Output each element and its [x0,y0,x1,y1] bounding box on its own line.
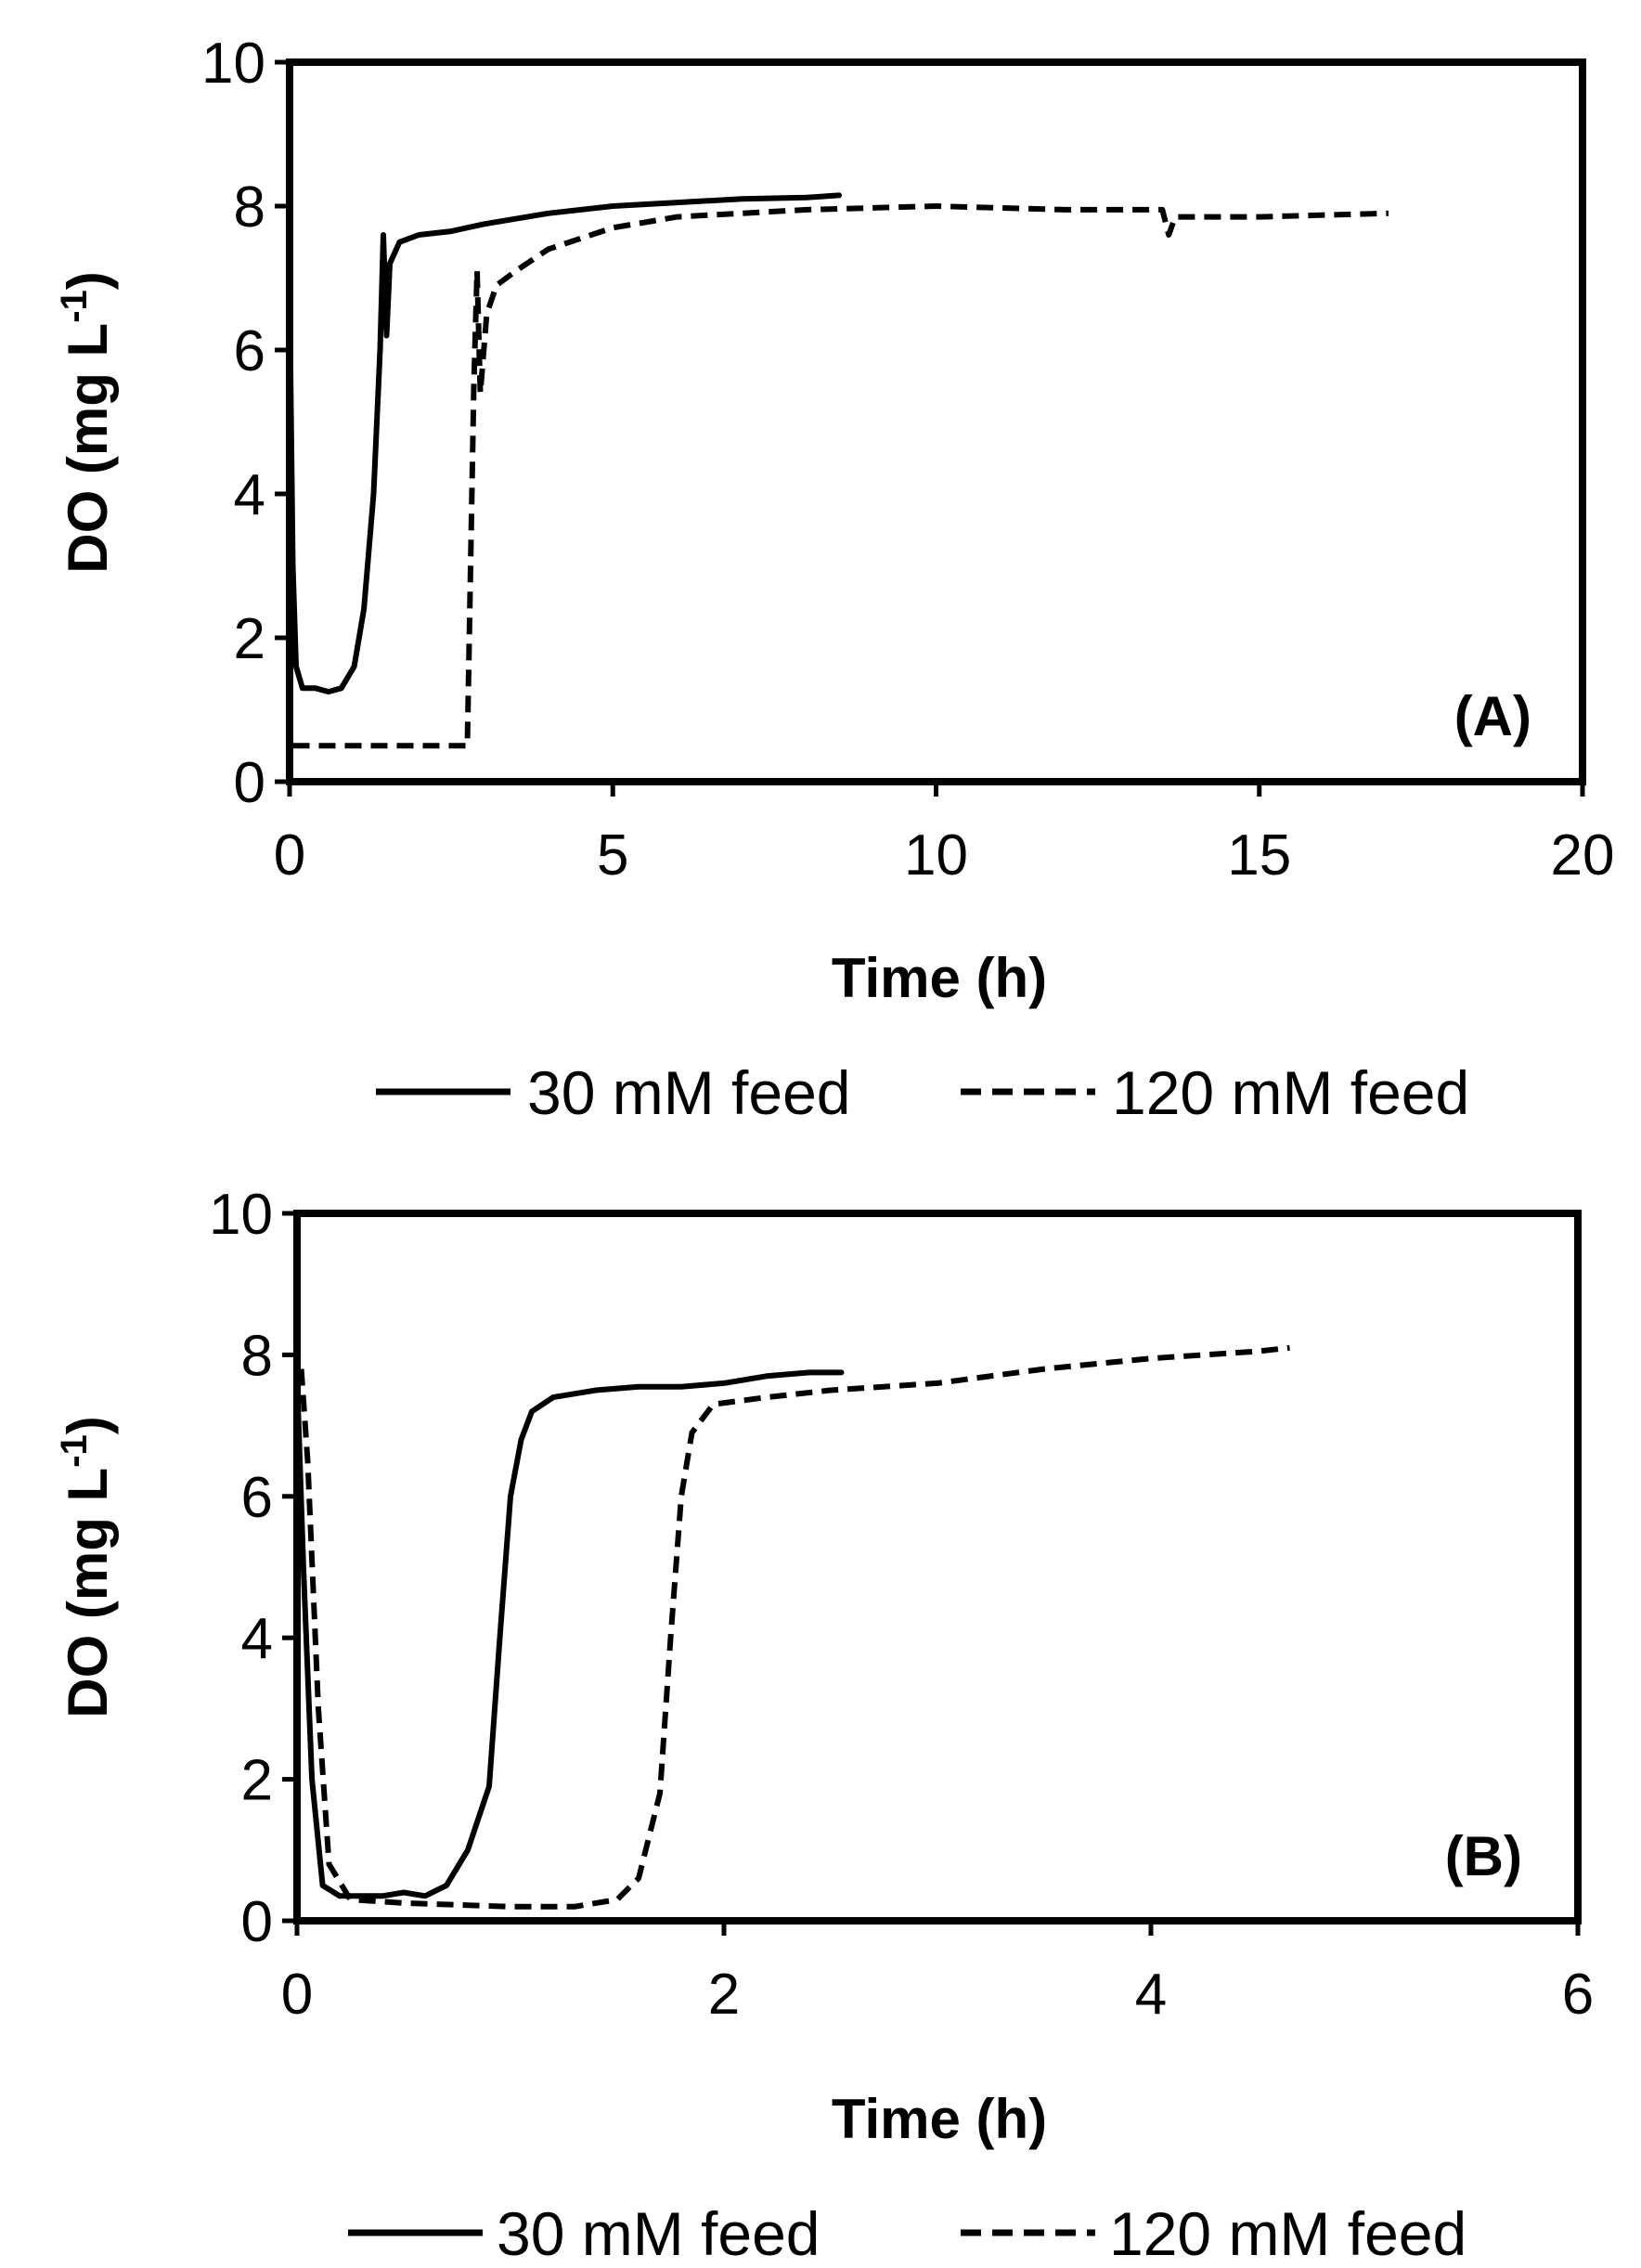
legend: 30 mM feed 120 mM feed [376,1058,1469,1127]
panel-label: (A) [1454,685,1531,747]
y-tick-label: 4 [241,1607,273,1671]
legend-label-30mm: 30 mM feed [527,1058,851,1127]
x-tick-label: 4 [1135,1963,1167,2027]
y-tick-label: 6 [241,1466,273,1530]
legend-label-120mm: 120 mM feed [1109,2199,1467,2268]
x-axis-ticks: 0 5 10 15 20 [274,782,1615,888]
y-tick-label: 6 [234,319,265,383]
x-tick-label: 0 [274,823,305,888]
series-line-120mm-feed [292,203,1389,749]
x-axis-title: Time (h) [832,2088,1047,2150]
series-line-30mm-feed [294,1369,845,1899]
plot-area-frame [286,58,1586,785]
x-tick-label: 20 [1551,823,1615,888]
y-tick-label: 8 [241,1324,273,1388]
series-lines [287,192,1389,749]
x-tick-label: 10 [904,823,968,888]
y-axis-title-superscript: -1 [54,1434,95,1468]
legend-label-120mm: 120 mM feed [1112,1058,1469,1127]
y-tick-label: 4 [234,463,265,527]
chart-panel-a: 0 2 4 6 8 10 0 5 10 15 20 (A) Time (h) DO (mg L-1… [54,32,1614,1127]
y-tick-label: 2 [234,607,265,671]
x-tick-label: 0 [281,1963,313,2027]
panel-label: (B) [1445,1825,1522,1887]
x-axis-ticks: 0 2 4 6 [281,1921,1594,2027]
series-line-120mm-feed [298,1344,1290,1910]
y-axis-ticks: 0 2 4 6 8 10 [209,1183,297,1954]
y-axis-title-main: DO (mg L [57,323,119,574]
y-tick-label: 8 [234,175,265,240]
series-lines [294,1344,1290,1910]
y-axis-ticks: 0 2 4 6 8 10 [201,32,290,815]
chart-panel-b: 0 2 4 6 8 10 0 2 4 6 (B) Time (h) DO (mg L-1) 30… [54,1183,1594,2268]
y-tick-label: 2 [241,1749,273,1813]
x-tick-label: 5 [597,823,628,888]
y-axis-title-close: ) [57,271,119,290]
y-tick-label: 0 [241,1890,273,1954]
y-axis-title-superscript: -1 [54,290,95,323]
y-axis-title: DO (mg L-1) [54,271,119,574]
y-axis-title-main: DO (mg L [57,1468,119,1718]
x-tick-label: 15 [1227,823,1291,888]
y-axis-title-close: ) [57,1416,119,1434]
legend-label-30mm: 30 mM feed [497,2199,820,2268]
legend: 30 mM feed 120 mM feed [348,2199,1467,2268]
x-tick-label: 6 [1562,1963,1594,2027]
x-axis-title: Time (h) [832,947,1047,1009]
y-tick-label: 0 [234,751,265,815]
y-axis-title: DO (mg L-1) [54,1416,119,1718]
y-tick-label: 10 [201,32,265,96]
x-tick-label: 2 [708,1963,740,2027]
plot-area-frame [293,1210,1582,1925]
series-line-30mm-feed [287,192,842,695]
y-tick-label: 10 [209,1183,273,1247]
